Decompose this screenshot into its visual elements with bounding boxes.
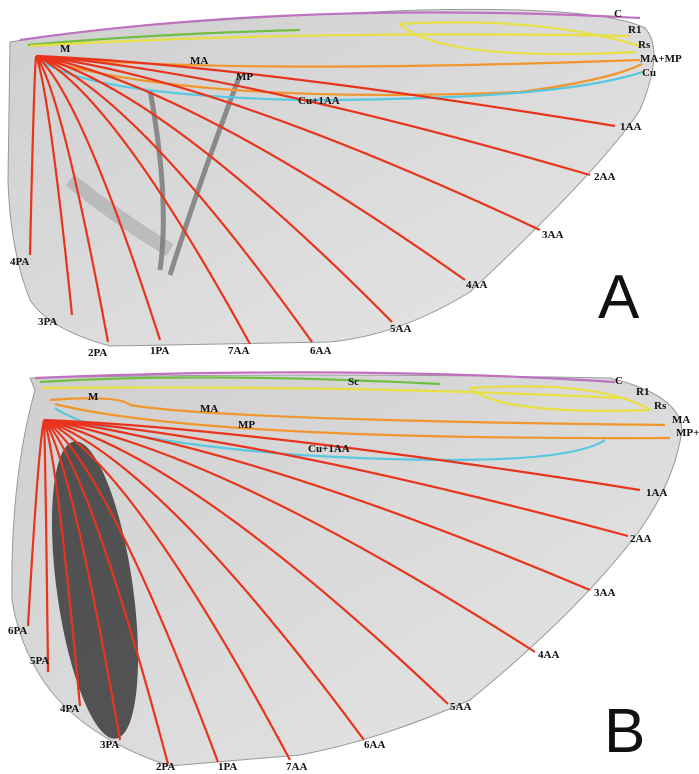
vein-label: C: [614, 8, 622, 20]
vein-label: 5PA: [30, 655, 49, 667]
vein-label: MA: [190, 55, 208, 67]
vein: [43, 419, 122, 741]
vein: [35, 54, 466, 281]
vein: [43, 418, 629, 538]
vein: [43, 419, 220, 763]
vein-label: 3AA: [594, 587, 615, 599]
vein-label: M: [88, 391, 99, 403]
vein-label: MA: [200, 403, 218, 415]
vein-label: MP: [238, 419, 255, 431]
vein-label: 6AA: [364, 739, 385, 751]
vein: [43, 419, 291, 761]
vein-label: Rs: [638, 39, 651, 51]
vein: [26, 419, 46, 627]
vein-label: 5AA: [390, 323, 411, 335]
vein-label: 2PA: [88, 347, 107, 359]
vein-label: 4AA: [466, 279, 487, 291]
vein: [42, 419, 50, 673]
vein: [35, 54, 541, 231]
vein-label: 4AA: [538, 649, 559, 661]
vein: [43, 418, 641, 492]
vein: [43, 418, 536, 653]
vein-label: 3AA: [542, 229, 563, 241]
vein-label: 6PA: [8, 625, 27, 637]
vein: [35, 54, 313, 343]
vein: [43, 419, 170, 765]
vein: [35, 55, 110, 343]
vein: [28, 55, 38, 256]
panel-label: B: [604, 697, 645, 766]
vein-label: Rs: [654, 400, 667, 412]
vein-label: 7AA: [286, 761, 307, 773]
wing-b: [11, 371, 683, 767]
vein-label: M: [60, 43, 71, 55]
vein-label: Cu: [642, 67, 656, 79]
vein-label: R1: [628, 24, 641, 36]
vein-label: C: [615, 375, 623, 387]
vein-label: 1AA: [646, 487, 667, 499]
vein-label: 2AA: [594, 171, 615, 183]
vein-label: 5AA: [450, 701, 471, 713]
vein: [35, 55, 162, 341]
vein: [35, 54, 393, 323]
vein-label: MA+MP: [640, 53, 682, 65]
vein-label: R1: [636, 386, 649, 398]
vein-label: 1AA: [620, 121, 641, 133]
vein-label: 4PA: [10, 256, 29, 268]
vein: [43, 418, 591, 592]
vein: [43, 418, 365, 741]
vein-label: MA: [672, 414, 690, 426]
vein-label: Cu+1AA: [298, 95, 340, 107]
vein-label: 2PA: [156, 761, 175, 773]
vein: [35, 54, 616, 128]
wing-a: [7, 8, 655, 347]
vein-label: Cu+1AA: [308, 443, 350, 455]
vein: [35, 55, 251, 345]
panel-label: A: [598, 263, 640, 332]
vein: [34, 55, 74, 316]
vein-label: 6AA: [310, 345, 331, 357]
vein-label: 7AA: [228, 345, 249, 357]
vein: [42, 419, 82, 707]
vein-label: 1PA: [150, 345, 169, 357]
vein-label: 3PA: [100, 739, 119, 751]
vein-label: MP: [236, 71, 253, 83]
vein-label: 2AA: [630, 533, 651, 545]
vein: [43, 418, 449, 705]
vein-label: 1PA: [218, 761, 237, 773]
vein: [35, 54, 591, 177]
vein-label: 4PA: [60, 703, 79, 715]
vein-label: Sc: [348, 376, 359, 388]
labels: CR1RsMA+MPCuMMAMPCu+1AA1AA2AA3AA4AA5AA6A…: [8, 8, 699, 773]
vein-label: MP+Cu: [676, 427, 699, 439]
vein-label: 3PA: [38, 316, 57, 328]
